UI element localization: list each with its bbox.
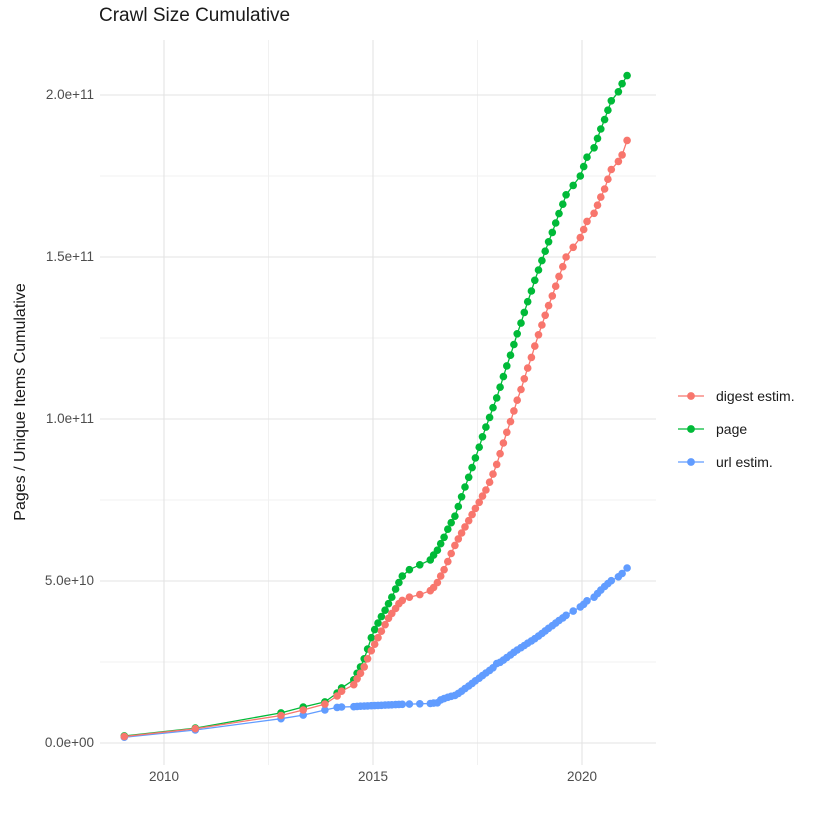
- x-tick-label-2020: 2020: [566, 769, 598, 784]
- legend-key-page-icon: [678, 424, 704, 433]
- y-tick-label-3: 1.5e+11: [45, 249, 94, 264]
- legend-label-digest: digest estim.: [716, 387, 795, 404]
- legend-label-url: url estim.: [716, 453, 773, 470]
- x-tick-label-2015: 2015: [357, 769, 389, 784]
- y-tick-label-1: 5.0e+10: [44, 573, 94, 588]
- legend-item-url: url estim.: [677, 445, 795, 478]
- y-tick-label-0: 0.0e+00: [44, 735, 94, 750]
- y-tick-label-2: 1.0e+11: [45, 411, 94, 426]
- y-axis-title: Pages / Unique Items Cumulative: [12, 283, 29, 521]
- legend-item-digest: digest estim.: [677, 379, 795, 412]
- legend-label-page: page: [716, 420, 748, 437]
- legend-key-digest-icon: [678, 391, 704, 400]
- legend-key-url-icon: [678, 457, 704, 466]
- y-tick-label-4: 2.0e+11: [45, 87, 94, 102]
- legend: digest estim. page url estim.: [677, 379, 795, 478]
- chart-title: Crawl Size Cumulative: [99, 5, 291, 26]
- legend-item-page: page: [677, 412, 795, 445]
- x-tick-label-2010: 2010: [148, 769, 180, 784]
